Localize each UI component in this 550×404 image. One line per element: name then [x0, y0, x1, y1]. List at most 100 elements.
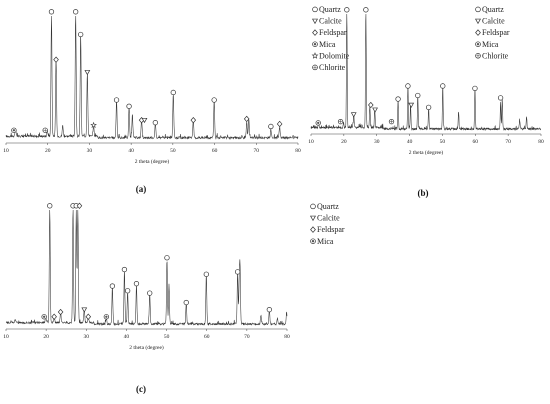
x-tick-label: 50 — [170, 148, 176, 154]
peak-marker-quartz — [47, 203, 53, 209]
peak-marker-quartz — [234, 269, 241, 275]
peak-marker-quartz — [109, 283, 116, 289]
peak-marker-mica — [11, 127, 17, 133]
peak-marker-quartz — [395, 96, 401, 102]
peak-marker-mica — [315, 120, 321, 126]
legend-marker-dolomite — [311, 52, 319, 59]
peak-marker-dolomite — [90, 121, 97, 129]
legend-label-chlorite: Chlorite — [482, 51, 509, 60]
x-tick-label: 80 — [538, 139, 544, 145]
xrd-panel-b: 10 20 30 40 50 60 70 80 2 theta (degree) Quartz Ca… — [308, 5, 544, 198]
legend-label-feldspar: Feldspar — [317, 225, 345, 234]
peak-marker-chlorite — [388, 119, 395, 125]
legend: Quartz Calcite Feldspar Mica Chlorite — [475, 5, 510, 60]
peak-marker-quartz — [268, 123, 274, 130]
x-tick-label: 20 — [43, 334, 49, 340]
x-tick-label: 70 — [254, 148, 260, 154]
legend-marker-chlorite — [475, 53, 481, 59]
peak-marker-quartz — [73, 9, 79, 15]
peak-marker-quartz — [211, 97, 217, 103]
legend-label-chlorite: Chlorite — [319, 63, 346, 72]
peak-marker-quartz — [472, 85, 478, 91]
legend-marker-calcite — [310, 215, 316, 222]
peak-marker-feldspar — [57, 308, 64, 316]
peak-marker-feldspar — [276, 120, 283, 128]
x-tick-label: 50 — [440, 139, 446, 145]
peak-marker-quartz — [121, 266, 128, 273]
legend-label-mica: Mica — [317, 237, 334, 246]
peak-marker-feldspar — [85, 313, 92, 320]
peak-marker-quartz — [126, 103, 132, 109]
x-tick-label: 30 — [84, 334, 90, 340]
peak-marker-quartz — [170, 89, 176, 96]
peak-marker-feldspar — [51, 313, 57, 320]
xrd-panel-a: 10 20 30 40 50 60 70 80 2 theta (degree) Quartz Ca… — [3, 5, 349, 194]
peak-marker-quartz — [497, 95, 504, 101]
x-tick-label: 10 — [308, 139, 314, 145]
peak-marker-quartz — [147, 290, 153, 296]
panel-label: (b) — [418, 188, 429, 198]
peak-marker-chlorite — [42, 127, 48, 133]
peak-marker-feldspar — [53, 56, 59, 63]
peak-marker-calcite — [408, 102, 415, 109]
x-tick-label: 60 — [212, 148, 218, 154]
legend-marker-mica — [310, 238, 316, 244]
x-tick-label: 80 — [284, 334, 290, 340]
legend-label-feldspar: Feldspar — [319, 28, 347, 37]
xrd-trace — [5, 15, 299, 140]
peak-marker-quartz — [164, 255, 170, 261]
xrd-trace — [5, 209, 288, 327]
legend-marker-chlorite — [312, 64, 318, 71]
peak-marker-calcite — [372, 107, 378, 113]
legend-label-quartz: Quartz — [317, 202, 339, 211]
peak-marker-calcite — [84, 70, 91, 76]
legend-marker-quartz — [310, 203, 316, 210]
x-tick-label: 40 — [407, 139, 413, 145]
peak-marker-quartz — [133, 281, 140, 287]
x-tick-label: 40 — [124, 334, 130, 340]
legend-label-calcite: Calcite — [319, 17, 342, 26]
x-tick-label: 30 — [87, 148, 93, 154]
legend-marker-feldspar — [475, 29, 481, 36]
peak-marker-quartz — [152, 120, 158, 126]
x-tick-label: 70 — [244, 334, 250, 340]
legend: Quartz Calcite Feldspar Mica — [310, 202, 345, 246]
legend-marker-quartz — [475, 6, 481, 13]
x-axis-label: 2 theta (degree) — [135, 158, 170, 165]
xrd-panel-c: 10 20 30 40 50 60 70 80 2 theta (degree) Quartz Ca… — [3, 202, 345, 394]
legend-label-calcite: Calcite — [482, 17, 505, 26]
legend-marker-feldspar — [312, 29, 318, 36]
peak-marker-chlorite — [337, 119, 344, 125]
legend-marker-quartz — [312, 6, 318, 13]
panel-label: (c) — [136, 384, 146, 394]
legend-marker-calcite — [475, 18, 481, 25]
legend-label-mica: Mica — [482, 40, 499, 49]
legend-marker-mica — [475, 41, 481, 47]
peak-marker-quartz — [113, 97, 120, 103]
legend-label-quartz: Quartz — [319, 5, 341, 14]
xrd-trace — [310, 13, 542, 132]
peak-marker-feldspar — [76, 202, 83, 209]
peak-marker-quartz — [78, 31, 84, 38]
peak-marker-quartz — [440, 83, 446, 89]
peak-marker-mica — [103, 314, 110, 320]
x-tick-label: 30 — [374, 139, 380, 145]
peak-marker-quartz — [124, 288, 131, 294]
peak-marker-feldspar — [368, 101, 374, 109]
x-tick-label: 20 — [45, 148, 51, 154]
x-tick-label: 50 — [164, 334, 170, 340]
legend-label-feldspar: Feldspar — [482, 28, 510, 37]
x-tick-label: 10 — [3, 334, 9, 340]
peak-marker-quartz — [48, 9, 55, 15]
x-tick-label: 60 — [473, 139, 479, 145]
peak-marker-calcite — [81, 307, 88, 313]
legend-marker-calcite — [312, 18, 318, 25]
peak-marker-calcite — [350, 112, 357, 118]
x-tick-label: 40 — [128, 148, 134, 154]
peak-marker-quartz — [363, 7, 369, 13]
legend-marker-mica — [312, 41, 318, 47]
peak-marker-quartz — [344, 7, 350, 13]
peak-marker-quartz — [405, 83, 411, 89]
peak-marker-mica — [41, 314, 47, 320]
